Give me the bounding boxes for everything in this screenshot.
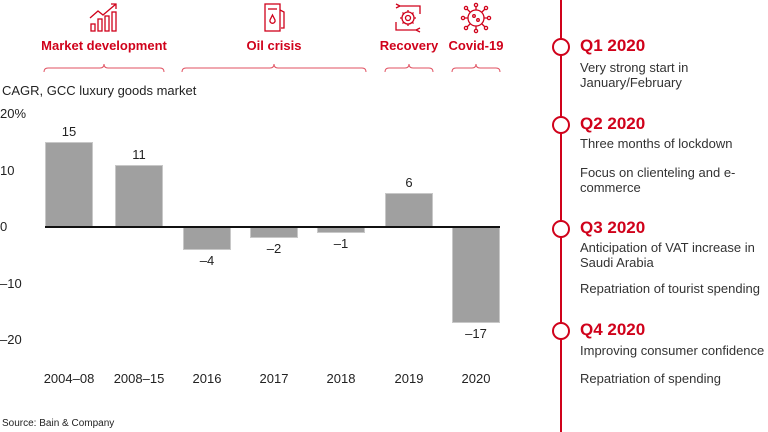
timeline-text: Very strong start in January/February [580, 60, 689, 90]
y-axis-label: CAGR, GCC luxury goods market [2, 83, 197, 98]
y-tick-label: –10 [0, 275, 22, 291]
virus-icon [460, 2, 492, 34]
timeline-text: Improving consumer confidence [580, 343, 765, 358]
bar-2004–08 [45, 142, 93, 227]
value-label: 15 [61, 124, 77, 140]
brace-covid [451, 63, 501, 73]
value-label: –1 [333, 235, 349, 251]
x-tick-label: 2008–15 [113, 371, 165, 386]
timeline-marker [552, 322, 570, 340]
bar-2019 [385, 193, 433, 227]
timeline-title: Q4 2020 [580, 320, 646, 339]
x-tick-label: 2017 [259, 371, 289, 386]
y-tick-label: 0 [0, 219, 8, 234]
value-label: 11 [132, 146, 146, 162]
bar-2016 [183, 227, 231, 250]
phase-label-covid: Covid-19 [448, 38, 504, 53]
x-tick-label: 2020 [461, 371, 491, 386]
x-tick-label: 2019 [394, 371, 424, 386]
value-label: –4 [199, 252, 215, 268]
x-tick-label: 2004–08 [43, 371, 95, 386]
y-tick-label: –20 [0, 332, 22, 347]
timeline-text: Focus on clienteling and e-commerce [580, 165, 736, 195]
timeline-text: Repatriation of spending [580, 371, 721, 386]
brace-market-development [43, 63, 165, 73]
timeline-marker [552, 116, 570, 134]
timeline-title: Q1 2020 [580, 36, 646, 55]
timeline-marker [552, 38, 570, 56]
timeline-marker [552, 220, 570, 238]
zero-axis-line [45, 226, 500, 228]
value-label: 6 [405, 175, 413, 191]
phase-label-oil-crisis: Oil crisis [246, 38, 302, 53]
phase-braces [43, 63, 501, 73]
timeline-text: Anticipation of VAT increase in Saudi Ar… [580, 240, 755, 270]
bar-2008–15 [115, 164, 163, 227]
timeline-text: Three months of lockdown [580, 136, 733, 151]
brace-oil-crisis [181, 63, 367, 73]
value-label: –2 [266, 241, 282, 257]
timeline-title: Q3 2020 [580, 218, 646, 237]
y-tick-label: 10 [0, 162, 15, 178]
y-tick-label: 20% [0, 106, 27, 121]
timeline-line [560, 0, 562, 432]
fuel-pump-icon [264, 3, 285, 32]
phase-label-recovery: Recovery [379, 38, 439, 53]
bar-2017 [250, 227, 298, 239]
timeline-title: Q2 2020 [580, 114, 646, 133]
value-label: –17 [465, 326, 487, 342]
x-tick-label: 2016 [192, 371, 222, 386]
bar-2020 [452, 227, 500, 324]
x-tick-label: 2018 [326, 371, 356, 386]
phase-label-market-development: Market development [41, 38, 167, 53]
growth-chart-icon [89, 3, 117, 32]
source-note: Source: Bain & Company [2, 418, 115, 429]
gear-cycle-icon [395, 3, 421, 33]
timeline-text: Repatriation of tourist spending [580, 281, 760, 296]
brace-recovery [384, 63, 434, 73]
